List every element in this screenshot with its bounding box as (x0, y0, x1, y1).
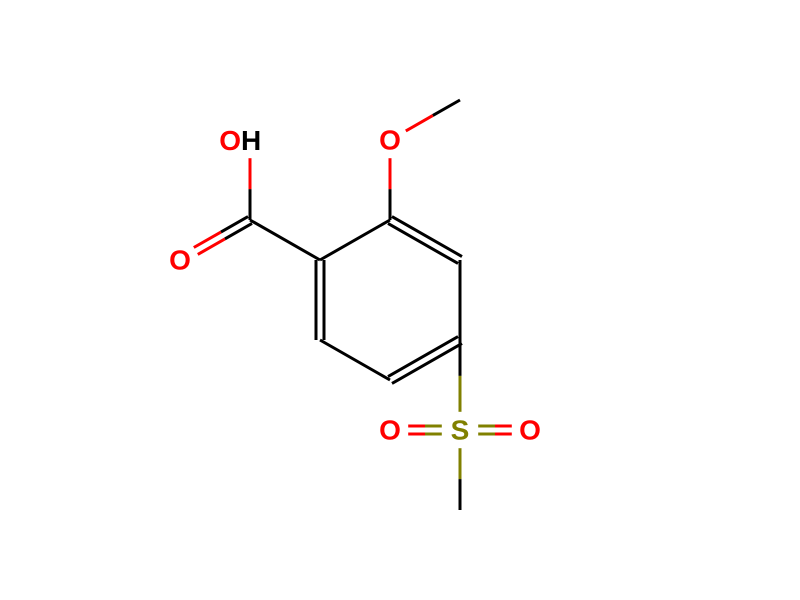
atom-label-o: O (169, 245, 191, 276)
bond-line (433, 100, 460, 115)
atom-label-o: O (379, 125, 401, 156)
bond-line (320, 220, 390, 260)
molecule-diagram: O OH O S O O (0, 0, 800, 600)
atom-label-oh: OH (219, 125, 261, 156)
bond-line (392, 217, 462, 257)
bond-line (388, 337, 458, 377)
atom-label-o: O (379, 415, 401, 446)
bond-line (320, 340, 390, 380)
bond-line (250, 220, 320, 260)
atom-label-s: S (451, 415, 470, 446)
bond-line (406, 115, 433, 130)
bond-line (392, 343, 462, 383)
atom-label-o: O (519, 415, 541, 446)
bond-line (388, 223, 458, 263)
